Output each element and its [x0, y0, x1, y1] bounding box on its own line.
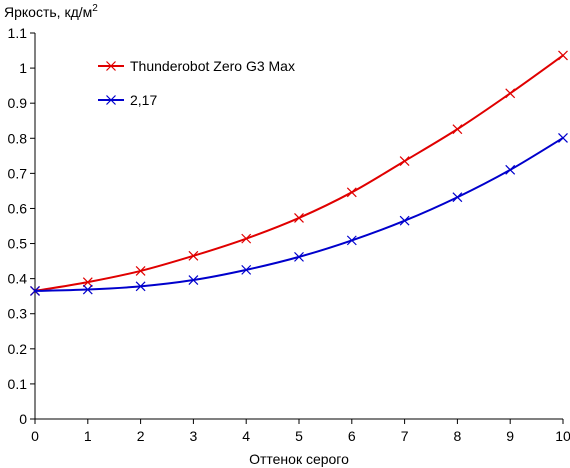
- marker-stroke: [135, 281, 146, 292]
- y-tick-label: 0.3: [8, 306, 28, 322]
- y-axis-title-superscript: 2: [92, 3, 98, 14]
- legend-marker: [106, 95, 116, 105]
- marker-stroke: [241, 264, 252, 275]
- legend-entry-1: Thunderobot Zero G3 Max: [98, 58, 295, 74]
- data-point: [188, 250, 199, 261]
- legend-label: 2,17: [130, 92, 157, 108]
- legend: Thunderobot Zero G3 Max 2,17: [98, 58, 295, 108]
- data-point: [399, 156, 410, 167]
- marker-stroke: [558, 50, 568, 61]
- x-tick-label: 4: [242, 428, 250, 444]
- data-point: [82, 284, 93, 295]
- marker-stroke: [346, 235, 357, 246]
- data-point: [294, 213, 304, 223]
- series-2: [30, 132, 568, 296]
- y-tick-label: 0.7: [8, 165, 28, 181]
- data-point: [452, 192, 463, 203]
- marker-stroke: [82, 277, 93, 288]
- marker-stroke: [82, 284, 93, 295]
- x-tick-label: 0: [31, 428, 39, 444]
- data-point: [558, 132, 568, 143]
- data-point: [241, 233, 252, 244]
- x-tick-label: 10: [555, 428, 570, 444]
- legend-entry-2: 2,17: [98, 92, 157, 108]
- marker-stroke: [399, 156, 410, 167]
- legend-marker: [106, 61, 116, 71]
- series-layer: [30, 50, 568, 296]
- marker-stroke: [452, 124, 463, 135]
- y-tick-label: 0.5: [8, 236, 28, 252]
- x-tick-label: 7: [401, 428, 409, 444]
- data-point: [399, 215, 410, 226]
- marker-stroke: [505, 88, 516, 99]
- marker-stroke: [106, 61, 116, 71]
- marker-stroke: [452, 192, 463, 203]
- data-point: [505, 88, 516, 99]
- marker-stroke: [558, 132, 568, 143]
- series-line: [34, 137, 564, 292]
- marker-stroke: [188, 275, 199, 285]
- x-tick-label: 3: [190, 428, 198, 444]
- y-tick-label: 1: [19, 60, 27, 76]
- y-tick-label: 0.2: [8, 341, 28, 357]
- data-point: [30, 285, 40, 296]
- x-tick-label: 6: [348, 428, 356, 444]
- series-1: [30, 50, 568, 296]
- x-axis-title: Оттенок серого: [249, 451, 349, 467]
- data-point: [346, 235, 357, 246]
- x-tick-label: 9: [506, 428, 514, 444]
- data-point: [294, 251, 304, 262]
- marker-stroke: [346, 187, 357, 198]
- data-point: [452, 124, 463, 135]
- marker-stroke: [294, 251, 304, 262]
- axes: 0 0.1 0.2 0.3 0.4 0.5 0.6 0.7 0.8 0.9 1 1.1 0 1 2 3 4 5 6 7…: [8, 25, 570, 444]
- y-tick-label: 0.6: [8, 200, 28, 216]
- marker-stroke: [106, 95, 116, 105]
- data-point: [241, 264, 252, 275]
- marker-stroke: [30, 285, 40, 296]
- legend-label: Thunderobot Zero G3 Max: [130, 58, 295, 74]
- data-point: [558, 50, 568, 61]
- x-tick-label: 8: [454, 428, 462, 444]
- marker-stroke: [294, 213, 304, 223]
- data-point: [82, 277, 93, 288]
- y-tick-label: 0.8: [8, 130, 28, 146]
- data-point: [346, 187, 357, 198]
- series-line: [34, 54, 564, 292]
- x-tick-label: 5: [295, 428, 303, 444]
- marker-stroke: [505, 164, 516, 175]
- data-point: [505, 164, 516, 175]
- y-tick-label: 0.4: [8, 271, 28, 287]
- y-axis-title: Яркость, кд/м2: [4, 3, 98, 20]
- x-tick-label: 2: [137, 428, 145, 444]
- marker-stroke: [399, 215, 410, 226]
- y-tick-label: 1.1: [8, 25, 28, 41]
- x-tick-label: 1: [84, 428, 92, 444]
- data-point: [135, 265, 146, 276]
- y-tick-label: 0.1: [8, 376, 28, 392]
- data-point: [135, 281, 146, 292]
- marker-stroke: [241, 233, 252, 244]
- data-point: [188, 275, 199, 285]
- marker-stroke: [188, 250, 199, 261]
- y-tick-label: 0.9: [8, 95, 28, 111]
- y-tick-label: 0: [19, 411, 27, 427]
- marker-stroke: [135, 265, 146, 276]
